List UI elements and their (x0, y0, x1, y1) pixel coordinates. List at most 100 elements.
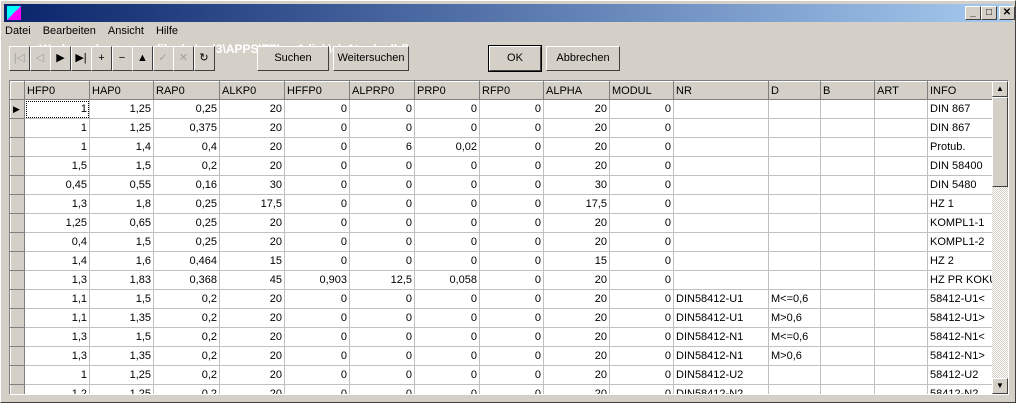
cell-modul[interactable]: 0 (609, 118, 674, 138)
cell-rap0[interactable]: 0,2 (153, 308, 220, 328)
cell-alprp0[interactable]: 0 (349, 327, 415, 347)
column-header-nr[interactable]: NR (673, 81, 769, 100)
cell-hfp0[interactable]: 1,1 (24, 289, 90, 309)
cell-hap0[interactable]: 1,83 (89, 270, 154, 290)
cell-nr[interactable] (673, 99, 769, 119)
cell-rfp0[interactable]: 0 (479, 384, 544, 394)
cell-hap0[interactable]: 1,4 (89, 137, 154, 157)
cell-rfp0[interactable]: 0 (479, 327, 544, 347)
cell-alkp0[interactable]: 20 (219, 213, 285, 233)
table-row[interactable]: 0,45 0,55 0,16 30 0 0 0 0 30 0 DIN 5480 (10, 175, 995, 195)
cell-d[interactable] (768, 365, 821, 385)
row-indicator[interactable] (10, 308, 25, 328)
cell-prp0[interactable]: 0 (414, 289, 480, 309)
cell-b[interactable] (820, 194, 875, 214)
cell-info[interactable]: 58412-U2 (927, 365, 995, 385)
cell-modul[interactable]: 0 (609, 365, 674, 385)
cell-alprp0[interactable]: 0 (349, 99, 415, 119)
row-indicator[interactable] (10, 289, 25, 309)
cell-d[interactable] (768, 213, 821, 233)
cell-alprp0[interactable]: 6 (349, 137, 415, 157)
cell-b[interactable] (820, 175, 875, 195)
row-indicator[interactable] (10, 384, 25, 394)
cell-hfp0[interactable]: 0,45 (24, 175, 90, 195)
cell-prp0[interactable]: 0 (414, 308, 480, 328)
table-row[interactable]: 1,1 1,5 0,2 20 0 0 0 0 20 0 DIN58412-U1 M<=0,6 58412… (10, 289, 995, 309)
column-header-hfp0[interactable]: HFP0 (24, 81, 90, 100)
cell-b[interactable] (820, 365, 875, 385)
cell-d[interactable] (768, 194, 821, 214)
cell-art[interactable] (874, 346, 928, 366)
cell-modul[interactable]: 0 (609, 99, 674, 119)
close-button[interactable]: ✕ (999, 6, 1015, 20)
cell-info[interactable]: 58412-N1< (927, 327, 995, 347)
cell-b[interactable] (820, 156, 875, 176)
table-row[interactable]: 1,3 1,35 0,2 20 0 0 0 0 20 0 DIN58412-N1 M>0,6 58412… (10, 346, 995, 366)
cell-hap0[interactable]: 1,8 (89, 194, 154, 214)
cell-prp0[interactable]: 0 (414, 118, 480, 138)
cell-d[interactable] (768, 118, 821, 138)
search-next-button[interactable]: Weitersuchen (333, 46, 409, 71)
column-header-alpha[interactable]: ALPHA (543, 81, 610, 100)
menu-ansicht[interactable]: Ansicht (107, 25, 144, 37)
cell-alkp0[interactable]: 30 (219, 175, 285, 195)
cell-alprp0[interactable]: 0 (349, 194, 415, 214)
cell-info[interactable]: HZ 1 (927, 194, 995, 214)
row-indicator[interactable]: ▶ (10, 99, 25, 119)
column-header-rfp0[interactable]: RFP0 (479, 81, 544, 100)
column-header-hffp0[interactable]: HFFP0 (284, 81, 350, 100)
cell-alkp0[interactable]: 17,5 (219, 194, 285, 214)
cell-alkp0[interactable]: 20 (219, 118, 285, 138)
nav-refresh-button[interactable]: ↻ (193, 46, 215, 71)
cell-alprp0[interactable]: 0 (349, 213, 415, 233)
cell-rfp0[interactable]: 0 (479, 137, 544, 157)
cell-hap0[interactable]: 0,65 (89, 213, 154, 233)
row-indicator[interactable] (10, 346, 25, 366)
cell-hap0[interactable]: 1,35 (89, 346, 154, 366)
cell-rfp0[interactable]: 0 (479, 99, 544, 119)
cell-hffp0[interactable]: 0 (284, 213, 350, 233)
cell-art[interactable] (874, 175, 928, 195)
cell-rap0[interactable]: 0,375 (153, 118, 220, 138)
cell-modul[interactable]: 0 (609, 194, 674, 214)
cell-hfp0[interactable]: 1,5 (24, 156, 90, 176)
cell-info[interactable]: 58412-U1< (927, 289, 995, 309)
cell-alpha[interactable]: 20 (543, 308, 610, 328)
cell-hap0[interactable]: 1,6 (89, 251, 154, 271)
cell-hfp0[interactable]: 1,2 (24, 384, 90, 394)
ok-button[interactable]: OK (488, 45, 542, 72)
cell-alpha[interactable]: 17,5 (543, 194, 610, 214)
cell-rfp0[interactable]: 0 (479, 346, 544, 366)
table-row[interactable]: 1,3 1,83 0,368 45 0,903 12,5 0,058 0 20 0 HZ PR KO… (10, 270, 995, 290)
cell-prp0[interactable]: 0 (414, 213, 480, 233)
cell-info[interactable]: DIN 867 (927, 99, 995, 119)
cell-hap0[interactable]: 0,55 (89, 175, 154, 195)
table-row[interactable]: 1,4 1,6 0,464 15 0 0 0 0 15 0 HZ 2 (10, 251, 995, 271)
cell-info[interactable]: HZ PR KOKU (927, 270, 995, 290)
cell-d[interactable] (768, 270, 821, 290)
cell-prp0[interactable]: 0 (414, 175, 480, 195)
cell-rap0[interactable]: 0,2 (153, 346, 220, 366)
cell-art[interactable] (874, 194, 928, 214)
cell-nr[interactable]: DIN58412-N1 (673, 327, 769, 347)
cell-alkp0[interactable]: 20 (219, 308, 285, 328)
column-header-rap0[interactable]: RAP0 (153, 81, 220, 100)
cell-hfp0[interactable]: 1,3 (24, 194, 90, 214)
cell-hap0[interactable]: 1,5 (89, 156, 154, 176)
cell-alprp0[interactable]: 0 (349, 346, 415, 366)
cell-hffp0[interactable]: 0 (284, 327, 350, 347)
cell-alprp0[interactable]: 0 (349, 175, 415, 195)
cell-art[interactable] (874, 308, 928, 328)
column-header-art[interactable]: ART (874, 81, 928, 100)
cell-modul[interactable]: 0 (609, 175, 674, 195)
cell-alpha[interactable]: 20 (543, 137, 610, 157)
cell-alpha[interactable]: 20 (543, 365, 610, 385)
cell-art[interactable] (874, 327, 928, 347)
cell-hfp0[interactable]: 1,3 (24, 346, 90, 366)
cell-info[interactable]: 58412-N1> (927, 346, 995, 366)
row-indicator[interactable] (10, 118, 25, 138)
cell-info[interactable]: KOMPL1-2 (927, 232, 995, 252)
cell-info[interactable]: 58412-U1> (927, 308, 995, 328)
cell-alprp0[interactable]: 0 (349, 384, 415, 394)
cell-rfp0[interactable]: 0 (479, 156, 544, 176)
